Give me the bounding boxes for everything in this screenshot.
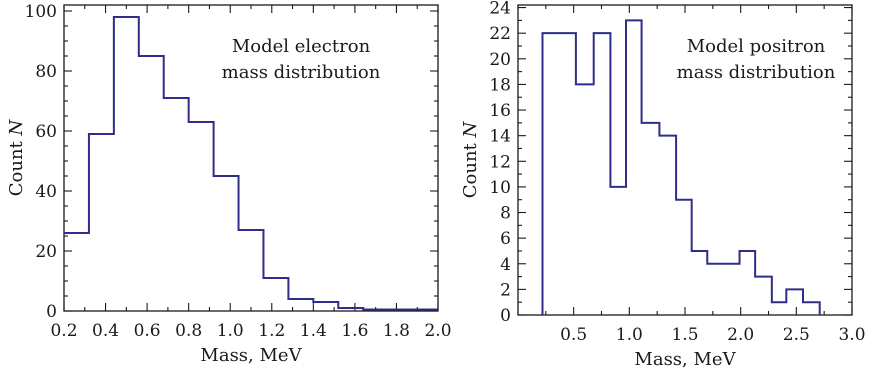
y-tick-label: 18	[489, 75, 511, 95]
x-tick-label: 0.5	[560, 325, 587, 345]
x-tick-label: 3.0	[838, 325, 865, 345]
x-tick-label: 2.0	[424, 321, 451, 341]
y-axis-title-symbol: N	[6, 119, 27, 137]
y-tick-label: 2	[500, 280, 511, 300]
x-tick-label: 1.2	[258, 321, 285, 341]
chart-panel-2: 0.5 1.0 1.5 2.0 2.5 3.0024681012141618202224M…	[460, 0, 866, 370]
y-tick-label: 12	[489, 152, 511, 172]
y-tick-label: 14	[489, 127, 511, 147]
x-tick-label: 1.5	[671, 325, 698, 345]
y-axis-title: Count N	[6, 119, 27, 197]
y-tick-label: 8	[500, 204, 511, 224]
y-tick-label: 80	[35, 62, 57, 82]
y-tick-label: 16	[489, 101, 511, 121]
chart-panel-1: 0.2 0.4 0.6 0.8 1.0 1.2 1.4 1.6 1.8 2.0 0 20 40 60 80 1…	[6, 2, 452, 366]
y-tick-label: 0	[500, 306, 511, 326]
x-tick-label: 1.0	[616, 325, 643, 345]
chart-annotation: mass distribution	[222, 62, 381, 83]
y-tick-label: 6	[500, 229, 511, 249]
y-tick-label: 40	[35, 182, 57, 202]
y-axis-title-text: Count	[460, 138, 481, 199]
x-tick-label: 2.5	[783, 325, 810, 345]
x-tick-label: 0.4	[92, 321, 119, 341]
histogram-series	[64, 16, 438, 311]
histogram-series	[541, 19, 821, 315]
y-tick-label: 0	[46, 302, 57, 322]
x-tick-label: 0.2	[50, 321, 77, 341]
x-axis-title: Mass, MeV	[200, 345, 302, 366]
y-tick-label: 22	[489, 24, 511, 44]
x-tick-label: 1.4	[300, 321, 327, 341]
y-axis-title: Count N	[460, 121, 481, 199]
chart-annotation: Model electron	[232, 36, 371, 57]
y-tick-label: 24	[489, 0, 511, 19]
y-tick-label: 4	[500, 255, 511, 275]
y-tick-label: 20	[35, 242, 57, 262]
x-tick-label: 0.8	[175, 321, 202, 341]
chart-annotation: mass distribution	[677, 62, 836, 83]
y-tick-label: 100	[25, 2, 57, 22]
x-tick-label: 0.6	[134, 321, 161, 341]
x-tick-label: 1.6	[341, 321, 368, 341]
y-tick-label: 60	[35, 122, 57, 142]
y-tick-label: 10	[489, 178, 511, 198]
x-axis-title: Mass, MeV	[634, 349, 736, 370]
chart-annotation: Model positron	[687, 36, 826, 57]
y-axis-title-symbol: N	[460, 121, 481, 139]
x-tick-label: 1.0	[217, 321, 244, 341]
y-tick-label: 20	[489, 50, 511, 70]
y-axis-title-text: Count	[6, 136, 27, 197]
x-tick-label: 2.0	[727, 325, 754, 345]
x-tick-label: 1.8	[383, 321, 410, 341]
